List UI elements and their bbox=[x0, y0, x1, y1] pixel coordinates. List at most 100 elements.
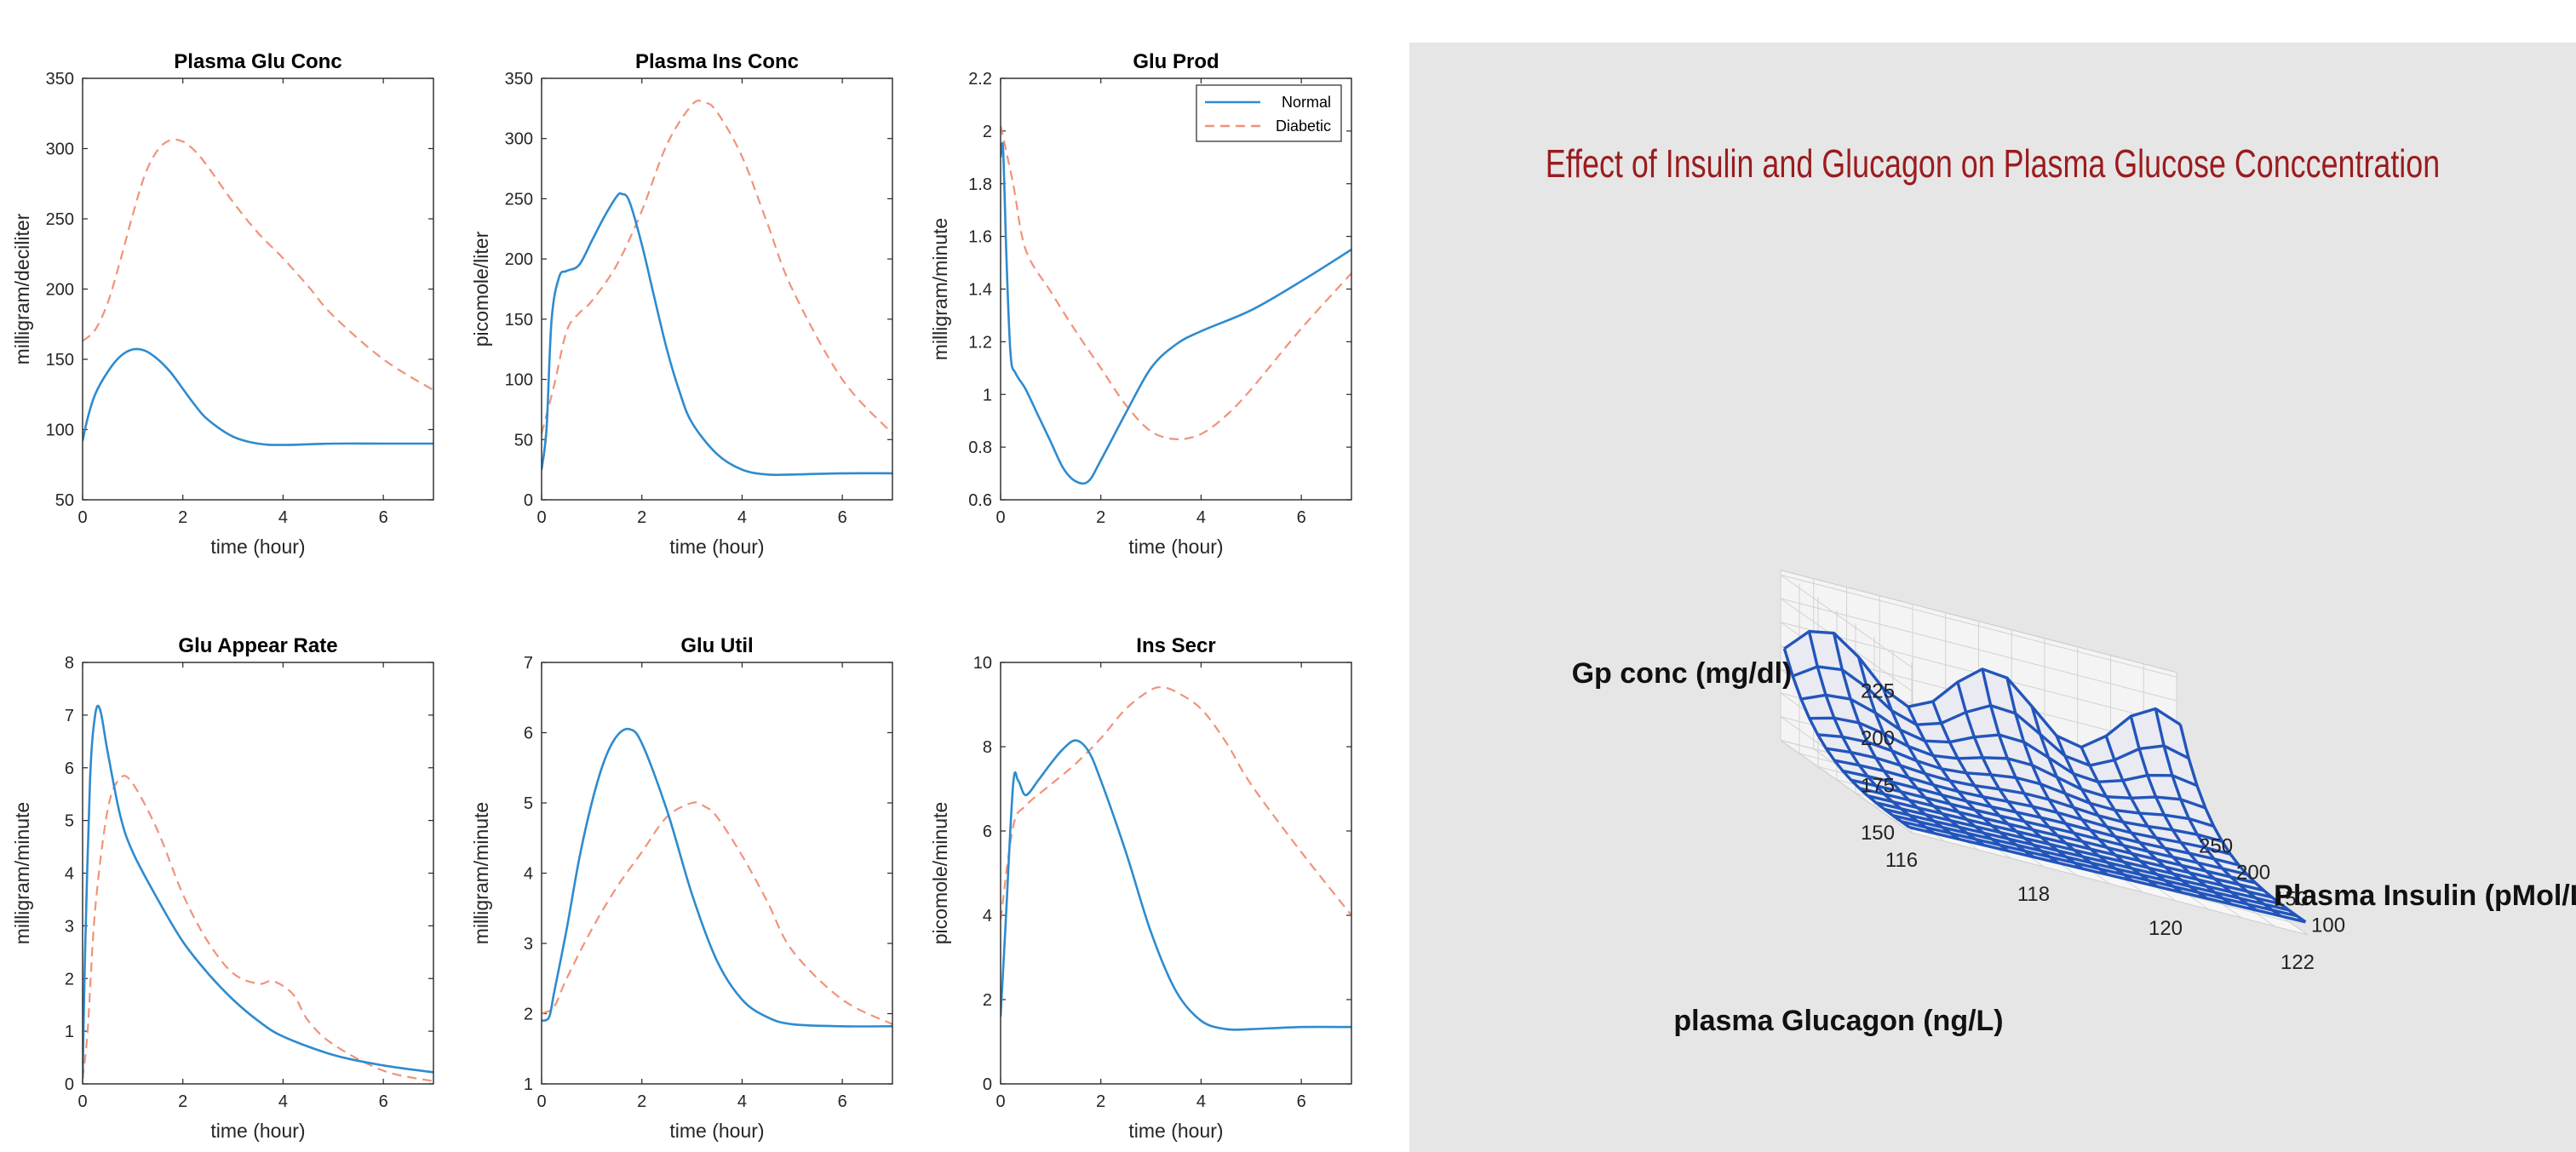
surface-mesh-line bbox=[1907, 706, 2034, 858]
surface-mesh-line bbox=[2178, 724, 2307, 924]
surface-patch bbox=[2032, 765, 2066, 794]
surface-patch bbox=[1933, 784, 1967, 801]
y-tick-label: 300 bbox=[46, 140, 74, 159]
plot-area bbox=[542, 78, 892, 500]
surface-patch bbox=[2089, 759, 2123, 782]
surface-patch bbox=[1950, 804, 1983, 818]
series-line-diabetic bbox=[83, 138, 433, 392]
y-tick-label: 200 bbox=[505, 250, 533, 269]
surface-patch bbox=[2189, 818, 2223, 842]
surface-patch bbox=[2057, 736, 2090, 766]
x-tick-label: 2 bbox=[1096, 1092, 1105, 1111]
y-tick-label: 8 bbox=[983, 738, 992, 757]
plot-glu-appear-rate: 0 1 2 3 4 5 6 7 8 0 2 4 6 Glu Appear Rate time (hour) m… bbox=[11, 634, 434, 1142]
surface-patch bbox=[1842, 771, 1876, 786]
surface-patch bbox=[2015, 713, 2049, 758]
y-axis-label: milligram/deciliter bbox=[11, 213, 33, 364]
y-tick-label: 250 bbox=[505, 190, 533, 209]
series-line-diabetic bbox=[1001, 686, 1351, 920]
surface-mesh-line bbox=[1782, 648, 1911, 829]
x-tick-label: 0 bbox=[995, 508, 1005, 527]
surface-mesh-line bbox=[1807, 631, 1936, 835]
surface-patch bbox=[1957, 668, 1991, 713]
y-tick-label: 0 bbox=[65, 1075, 74, 1094]
plot-title: Glu Util bbox=[680, 634, 753, 657]
y-tick-label: 10 bbox=[973, 654, 992, 673]
surface-patch bbox=[1875, 713, 1909, 747]
y-tick-label: 0 bbox=[983, 1075, 992, 1094]
surface-mesh-line bbox=[1981, 668, 2108, 876]
plot-title: Plasma Ins Conc bbox=[635, 50, 799, 73]
y-tick-label: 1.6 bbox=[968, 228, 992, 247]
x-axis-label: plasma Glucagon (ng/L) bbox=[1673, 1005, 2003, 1037]
surface-patch bbox=[2172, 775, 2206, 808]
surface-patch bbox=[1875, 758, 1909, 778]
x-tick-label: 0 bbox=[536, 508, 546, 527]
x-tick-label: 2 bbox=[637, 1092, 646, 1111]
surface-patch bbox=[1891, 710, 1925, 742]
plot-ins-secr: 0 2 4 6 8 10 0 2 4 6 Ins Secr time (hour) picomole/m… bbox=[929, 634, 1352, 1142]
surface-patch bbox=[2040, 817, 2074, 834]
series-line-diabetic bbox=[83, 775, 433, 1082]
y-tick-label: 1.2 bbox=[968, 333, 992, 352]
surface-patch bbox=[2114, 836, 2149, 851]
x-tick-label: 4 bbox=[278, 508, 288, 527]
surface-patch bbox=[1800, 695, 1834, 719]
surface-patch bbox=[1892, 782, 1925, 798]
surface-patch bbox=[1975, 810, 2008, 824]
surface-patch bbox=[1941, 768, 1975, 786]
y-axis-label: picomole/liter bbox=[470, 231, 492, 347]
surface-patch bbox=[2098, 815, 2131, 834]
y-tick-label: 2.2 bbox=[968, 70, 992, 89]
series-line-normal bbox=[83, 704, 433, 1079]
x-axis-label: time (hour) bbox=[669, 536, 764, 558]
surface-patch bbox=[1917, 788, 1951, 805]
surface-patch bbox=[2213, 858, 2247, 875]
surface-patch bbox=[2148, 851, 2182, 866]
plot-frame bbox=[82, 77, 434, 501]
surface-patch bbox=[2222, 868, 2256, 883]
y-tick-label: 350 bbox=[505, 70, 533, 89]
x-tick-label: 4 bbox=[737, 1092, 747, 1111]
surface-patch bbox=[2040, 734, 2074, 774]
surface-plot: Effect of Insulin and Glucagon on Plasma… bbox=[1546, 142, 2576, 1037]
plot-area bbox=[83, 662, 433, 1084]
surface-mesh-line bbox=[2104, 735, 2233, 906]
x-tick-label: 0 bbox=[77, 508, 87, 527]
surface-patch bbox=[1891, 750, 1925, 774]
surface-patch bbox=[1900, 791, 1934, 806]
surface-patch bbox=[1958, 791, 1992, 807]
surface-patch bbox=[1991, 806, 2025, 822]
y-tick-label: 1 bbox=[524, 1075, 533, 1094]
surface-patch bbox=[2090, 803, 2124, 822]
x-tick-label: 6 bbox=[838, 1092, 847, 1111]
series-line-diabetic bbox=[542, 100, 892, 434]
surface-mesh-line bbox=[2055, 735, 2183, 894]
y-tick-label: 3 bbox=[65, 917, 74, 936]
surface-patch bbox=[1916, 760, 1950, 781]
y-tick-label: 50 bbox=[55, 491, 74, 510]
surface-patch bbox=[1867, 742, 1901, 765]
surface-patch bbox=[2023, 793, 2057, 813]
y-tick-label: 2 bbox=[65, 970, 74, 989]
surface-patch bbox=[2048, 800, 2082, 820]
x-axis-label: time (hour) bbox=[1128, 536, 1223, 558]
surface-patch bbox=[2057, 812, 2091, 830]
surface-patch bbox=[2123, 845, 2157, 860]
surface-patch bbox=[2180, 799, 2214, 827]
x-tick-label: 0 bbox=[995, 1092, 1005, 1111]
plot-frame bbox=[1000, 662, 1352, 1085]
plot-plasma-glu-conc: 50 100 150 200 250 300 350 0 2 4 6 Plasma Glu Conc t… bbox=[11, 50, 434, 558]
y-tick-label: 6 bbox=[524, 725, 533, 743]
y-tick-label: 4 bbox=[524, 865, 533, 884]
z-tick-label: 225 bbox=[1861, 680, 1895, 703]
y-tick-label: 250 bbox=[2199, 835, 2233, 858]
surface-patch bbox=[1867, 687, 1901, 731]
x-tick-label: 122 bbox=[2281, 951, 2315, 974]
surface-mesh-line bbox=[2030, 706, 2158, 888]
y-tick-label: 100 bbox=[2311, 914, 2345, 937]
surface-patch bbox=[1850, 752, 1885, 771]
plot-area bbox=[1001, 78, 1351, 500]
z-tick-label: 200 bbox=[1861, 727, 1895, 750]
surface-patch bbox=[2024, 821, 2058, 836]
